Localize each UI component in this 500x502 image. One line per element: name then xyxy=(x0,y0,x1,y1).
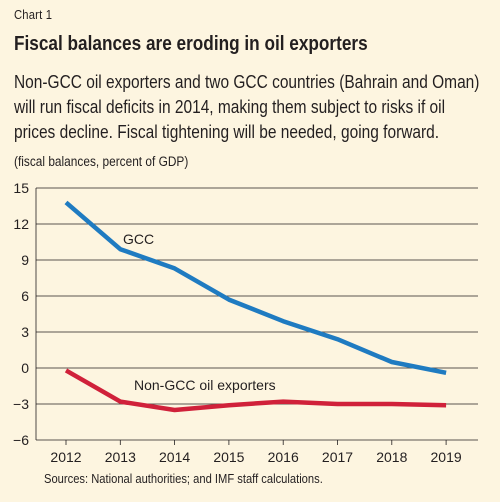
y-tick-label: 0 xyxy=(21,360,29,376)
x-tick-label: 2017 xyxy=(322,449,353,465)
y-tick-label: 12 xyxy=(13,216,29,232)
unit-label: (fiscal balances, percent of GDP) xyxy=(14,154,189,169)
x-tick-label: 2016 xyxy=(268,449,299,465)
x-axis-ticks: 2012 2013 2014 2015 2016 2017 2018 2019 xyxy=(50,440,462,465)
chart-subtitle: Non-GCC oil exporters and two GCC countr… xyxy=(14,72,480,142)
y-tick-label: 15 xyxy=(13,180,29,196)
y-tick-label: 6 xyxy=(21,288,29,304)
series-label-non-gcc: Non-GCC oil exporters xyxy=(134,377,276,393)
x-tick-label: 2015 xyxy=(213,449,244,465)
y-tick-label: −3 xyxy=(13,396,29,412)
series-lines xyxy=(64,200,447,413)
y-axis-ticks: 15 12 9 6 3 0 −3 −6 xyxy=(13,180,29,448)
y-tick-label: 3 xyxy=(21,324,29,340)
x-tick-label: 2012 xyxy=(50,449,81,465)
chart-title: Fiscal balances are eroding in oil expor… xyxy=(14,33,368,55)
chart-label: Chart 1 xyxy=(14,8,53,22)
y-tick-label: −6 xyxy=(13,432,29,448)
series-line-non-gcc xyxy=(64,368,447,413)
x-tick-label: 2013 xyxy=(105,449,136,465)
x-tick-label: 2018 xyxy=(376,449,407,465)
series-line-gcc xyxy=(64,200,447,376)
x-tick-label: 2014 xyxy=(159,449,190,465)
x-tick-label: 2019 xyxy=(431,449,462,465)
source-note: Sources: National authorities; and IMF s… xyxy=(44,471,323,486)
series-label-gcc: GCC xyxy=(123,231,154,247)
y-tick-label: 9 xyxy=(21,252,29,268)
